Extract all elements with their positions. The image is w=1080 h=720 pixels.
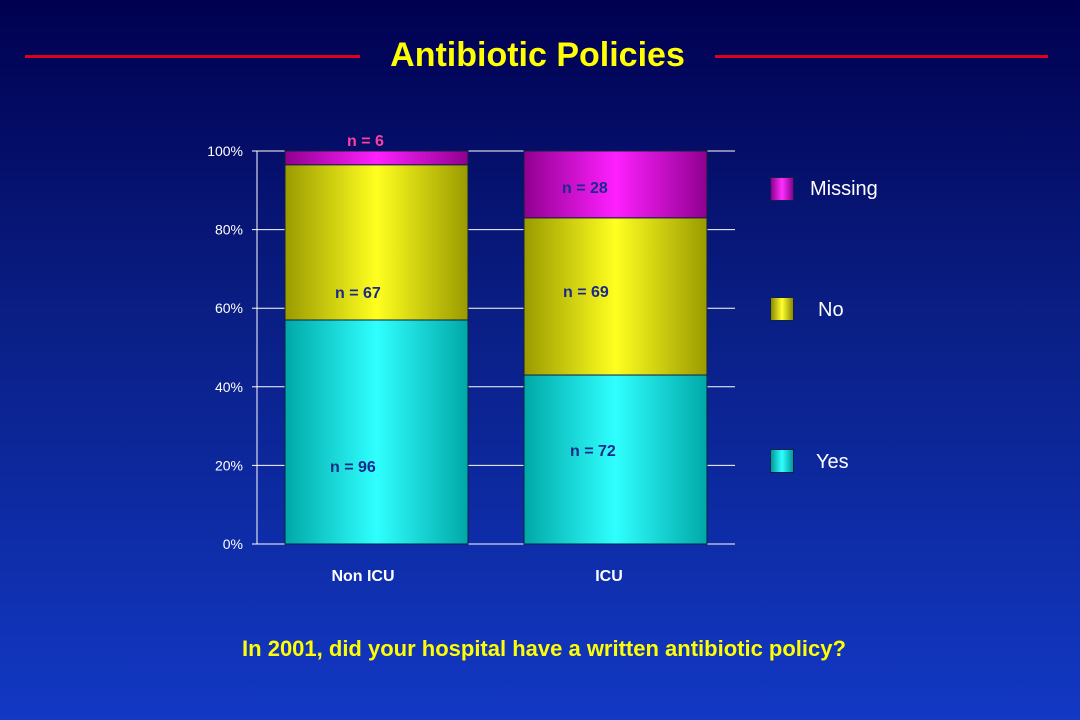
survey-question: In 2001, did your hospital have a writte…: [242, 636, 846, 661]
legend-label-no: No: [818, 299, 844, 321]
bar-segment: [523, 150, 708, 219]
y-tick-label: 0%: [223, 536, 243, 552]
legend-swatch-no: [770, 297, 794, 321]
data-label: n = 28: [562, 180, 608, 197]
x-category-label: ICU: [595, 568, 623, 585]
data-label: n = 72: [570, 443, 616, 460]
legend-label-yes: Yes: [816, 451, 849, 473]
slide-title: Antibiotic Policies: [390, 36, 685, 74]
data-label: n = 69: [563, 284, 609, 301]
bar-segment: [284, 319, 469, 545]
data-label: n = 67: [335, 285, 381, 302]
bar-segment: [284, 164, 469, 321]
legend-swatch-missing: [770, 177, 794, 201]
y-tick-label: 80%: [215, 222, 243, 238]
bar-segment: [284, 150, 469, 166]
data-label: n = 6: [347, 133, 384, 150]
y-tick-label: 20%: [215, 457, 243, 473]
data-label: n = 96: [330, 459, 376, 476]
bar-segment: [523, 374, 708, 545]
y-tick-label: 100%: [207, 143, 243, 159]
bar-segment: [523, 217, 708, 376]
legend-swatch-yes: [770, 449, 794, 473]
x-category-label: Non ICU: [331, 568, 394, 585]
title-rule-left: [25, 55, 360, 58]
y-tick-label: 60%: [215, 300, 243, 316]
y-tick-label: 40%: [215, 379, 243, 395]
title-rule-right: [715, 55, 1048, 58]
legend-label-missing: Missing: [810, 178, 878, 200]
